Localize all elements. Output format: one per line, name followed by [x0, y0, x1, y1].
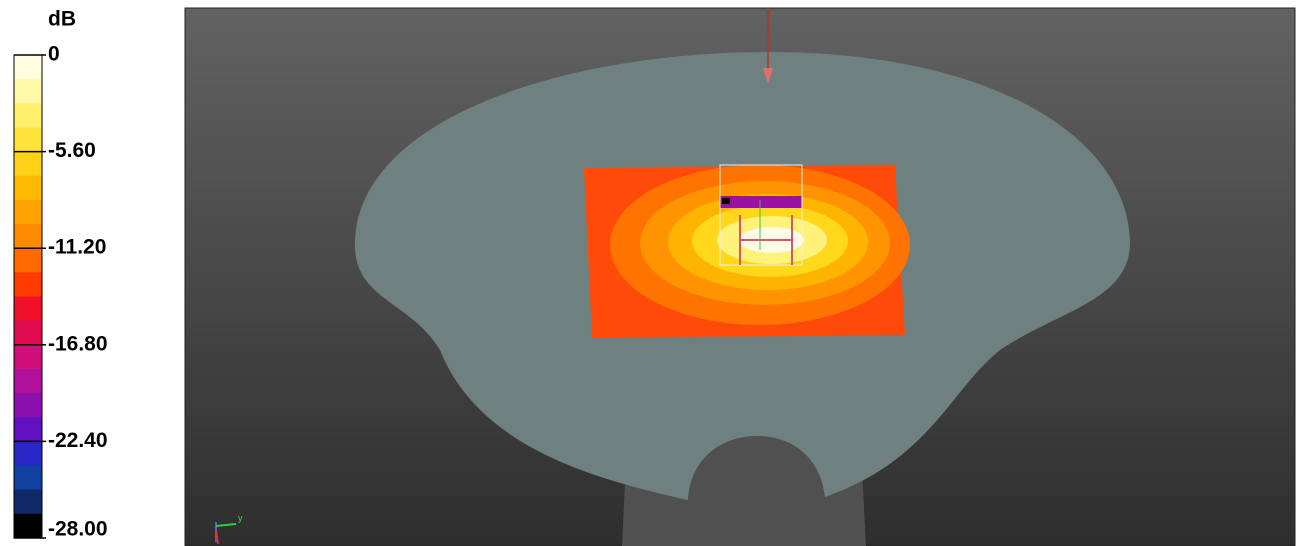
- color-band: [14, 344, 42, 370]
- tick-label: -28.00: [48, 518, 108, 541]
- color-band: [14, 248, 42, 273]
- color-band: [14, 272, 42, 297]
- color-band: [14, 441, 42, 467]
- color-band: [14, 103, 42, 128]
- color-band: [14, 417, 42, 442]
- color-band: [14, 224, 42, 249]
- color-band: [14, 465, 42, 491]
- tick-label: -22.40: [48, 429, 108, 452]
- color-band: [14, 151, 42, 177]
- color-band: [14, 199, 42, 225]
- colorbar-title: dB: [48, 8, 76, 31]
- arrow-head: [763, 68, 773, 84]
- viewport[interactable]: y: [184, 7, 1296, 546]
- color-band: [14, 368, 42, 394]
- axis-label: y: [238, 513, 243, 523]
- tick-label: 0: [48, 43, 60, 66]
- field-map: [584, 164, 910, 338]
- color-band: [14, 513, 42, 539]
- color-band: [14, 79, 42, 104]
- color-band: [14, 175, 42, 201]
- color-band: [14, 393, 42, 418]
- tick-label: -5.60: [48, 139, 96, 162]
- color-band: [14, 55, 42, 80]
- tick-label: -11.20: [48, 236, 106, 259]
- axis-triad: y: [215, 513, 243, 545]
- color-band: [14, 127, 42, 153]
- color-band: [14, 296, 42, 322]
- colorbar: dB 0 -5.60 -11.20 -16.80 -22.40 -28.00: [13, 8, 108, 541]
- tick-label: -16.80: [48, 332, 108, 355]
- color-band: [14, 320, 42, 346]
- color-band: [14, 489, 42, 515]
